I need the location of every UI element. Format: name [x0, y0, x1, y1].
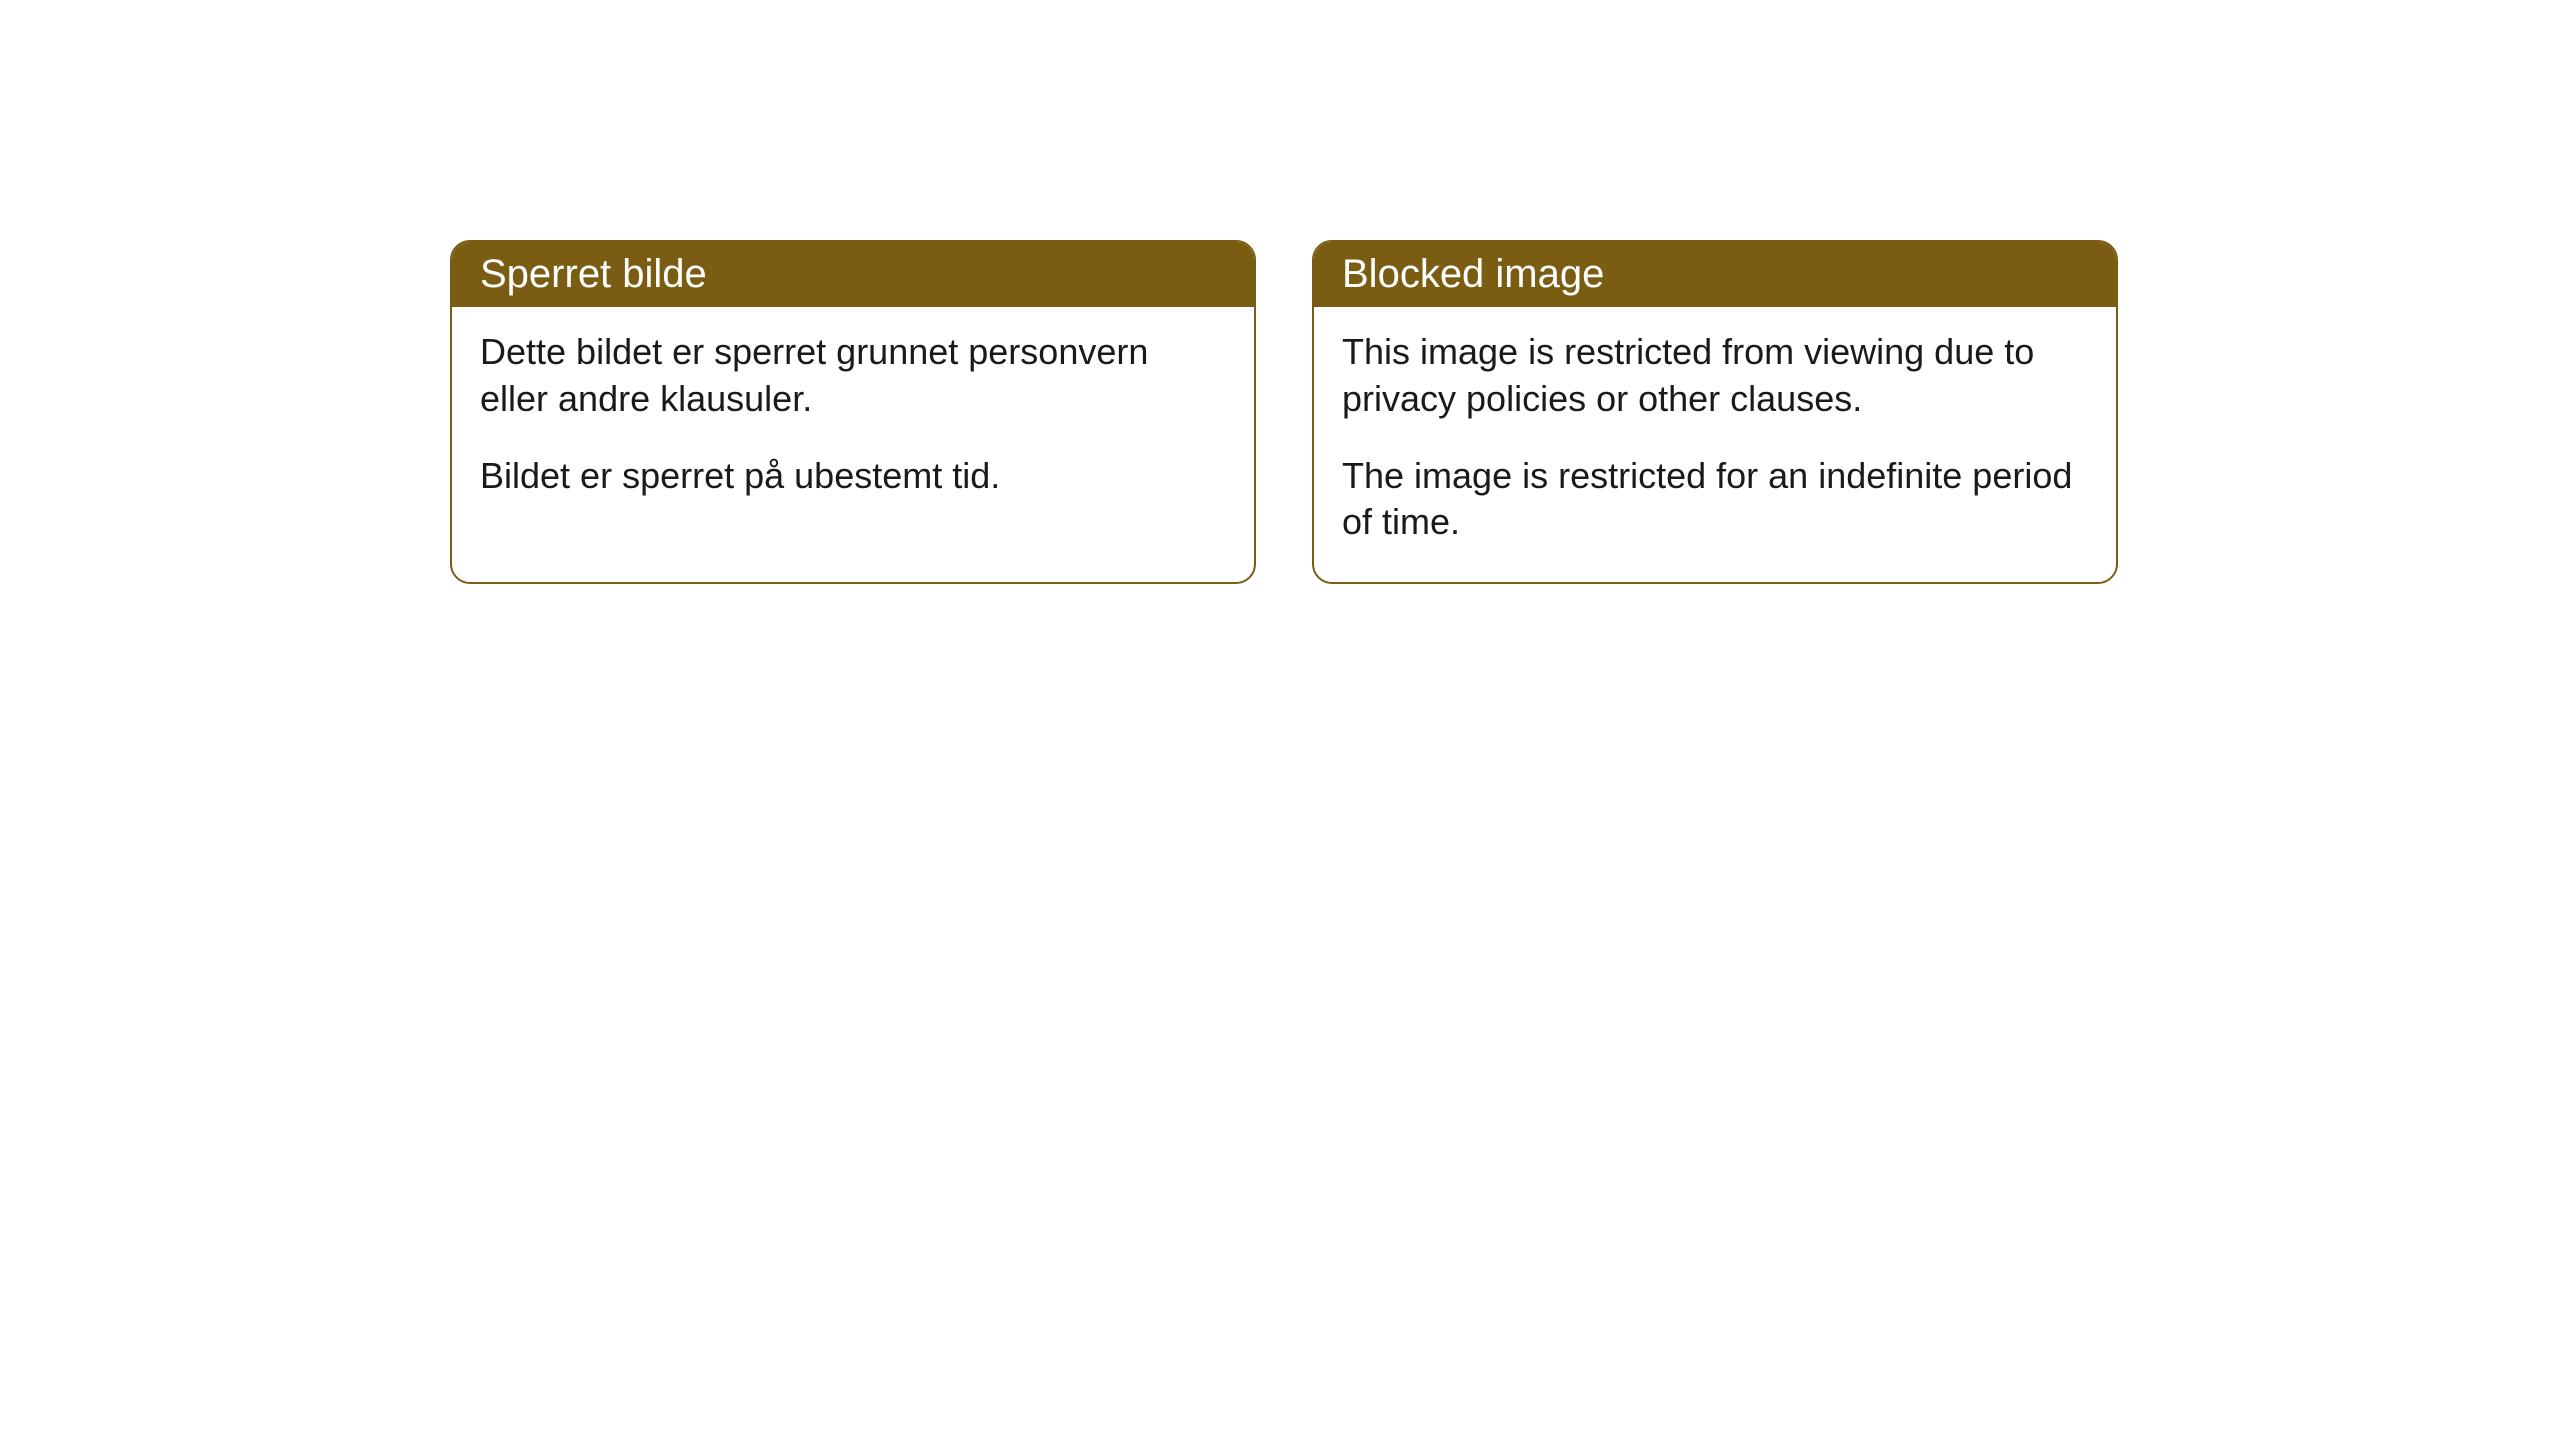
notice-card-norwegian: Sperret bilde Dette bildet er sperret gr… — [450, 240, 1256, 584]
notice-card-english: Blocked image This image is restricted f… — [1312, 240, 2118, 584]
notice-container: Sperret bilde Dette bildet er sperret gr… — [450, 240, 2118, 584]
card-paragraph: Bildet er sperret på ubestemt tid. — [480, 453, 1226, 500]
card-paragraph: Dette bildet er sperret grunnet personve… — [480, 329, 1226, 423]
card-title: Sperret bilde — [480, 252, 707, 296]
card-body: Dette bildet er sperret grunnet personve… — [452, 307, 1254, 535]
card-header: Blocked image — [1314, 242, 2116, 307]
card-paragraph: The image is restricted for an indefinit… — [1342, 453, 2088, 547]
card-body: This image is restricted from viewing du… — [1314, 307, 2116, 582]
card-paragraph: This image is restricted from viewing du… — [1342, 329, 2088, 423]
card-title: Blocked image — [1342, 252, 1604, 296]
card-header: Sperret bilde — [452, 242, 1254, 307]
